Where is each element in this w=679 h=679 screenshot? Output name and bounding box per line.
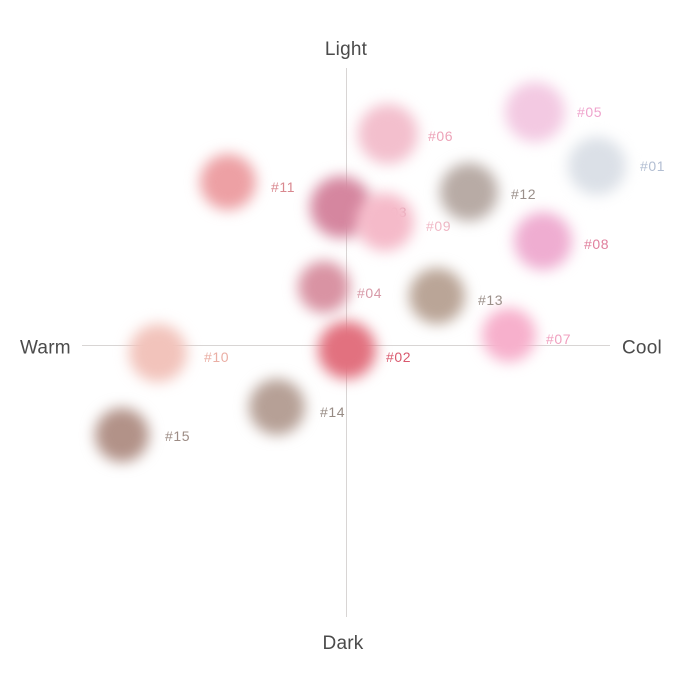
swatch-label: #07	[546, 331, 572, 347]
swatch-label: #09	[426, 218, 452, 234]
swatch-circle	[249, 379, 305, 435]
swatch-label: #15	[165, 428, 191, 444]
swatch-circle	[568, 137, 626, 195]
swatch-circle	[505, 82, 565, 142]
axis-label-dark: Dark	[322, 633, 364, 654]
swatch-label: #12	[511, 186, 537, 202]
swatch-label: #08	[584, 236, 610, 252]
swatch-circle	[358, 104, 418, 164]
swatch-label: #06	[428, 128, 454, 144]
swatch-circle	[440, 163, 498, 221]
swatch-circle	[482, 308, 536, 362]
swatch-circle	[318, 321, 376, 379]
swatch-label: #02	[386, 349, 412, 365]
swatch-label: #11	[271, 179, 296, 195]
swatch-label: #14	[320, 404, 346, 420]
axis-label-cool: Cool	[622, 337, 662, 359]
swatch-circle	[356, 193, 414, 251]
swatch-label: #13	[478, 292, 504, 308]
swatch-circle	[514, 212, 572, 270]
swatch-label: #05	[577, 104, 603, 120]
swatch-circle	[129, 324, 187, 382]
swatch-label: #01	[640, 158, 666, 174]
swatch-circle	[298, 261, 350, 313]
swatch-circle	[409, 268, 465, 324]
swatch-label: #04	[357, 285, 383, 301]
axis-label-warm: Warm	[20, 337, 71, 359]
axis-label-light: Light	[324, 39, 368, 60]
swatch-circle	[95, 408, 149, 462]
swatch-label: #10	[204, 349, 230, 365]
swatch-circle	[200, 154, 256, 210]
